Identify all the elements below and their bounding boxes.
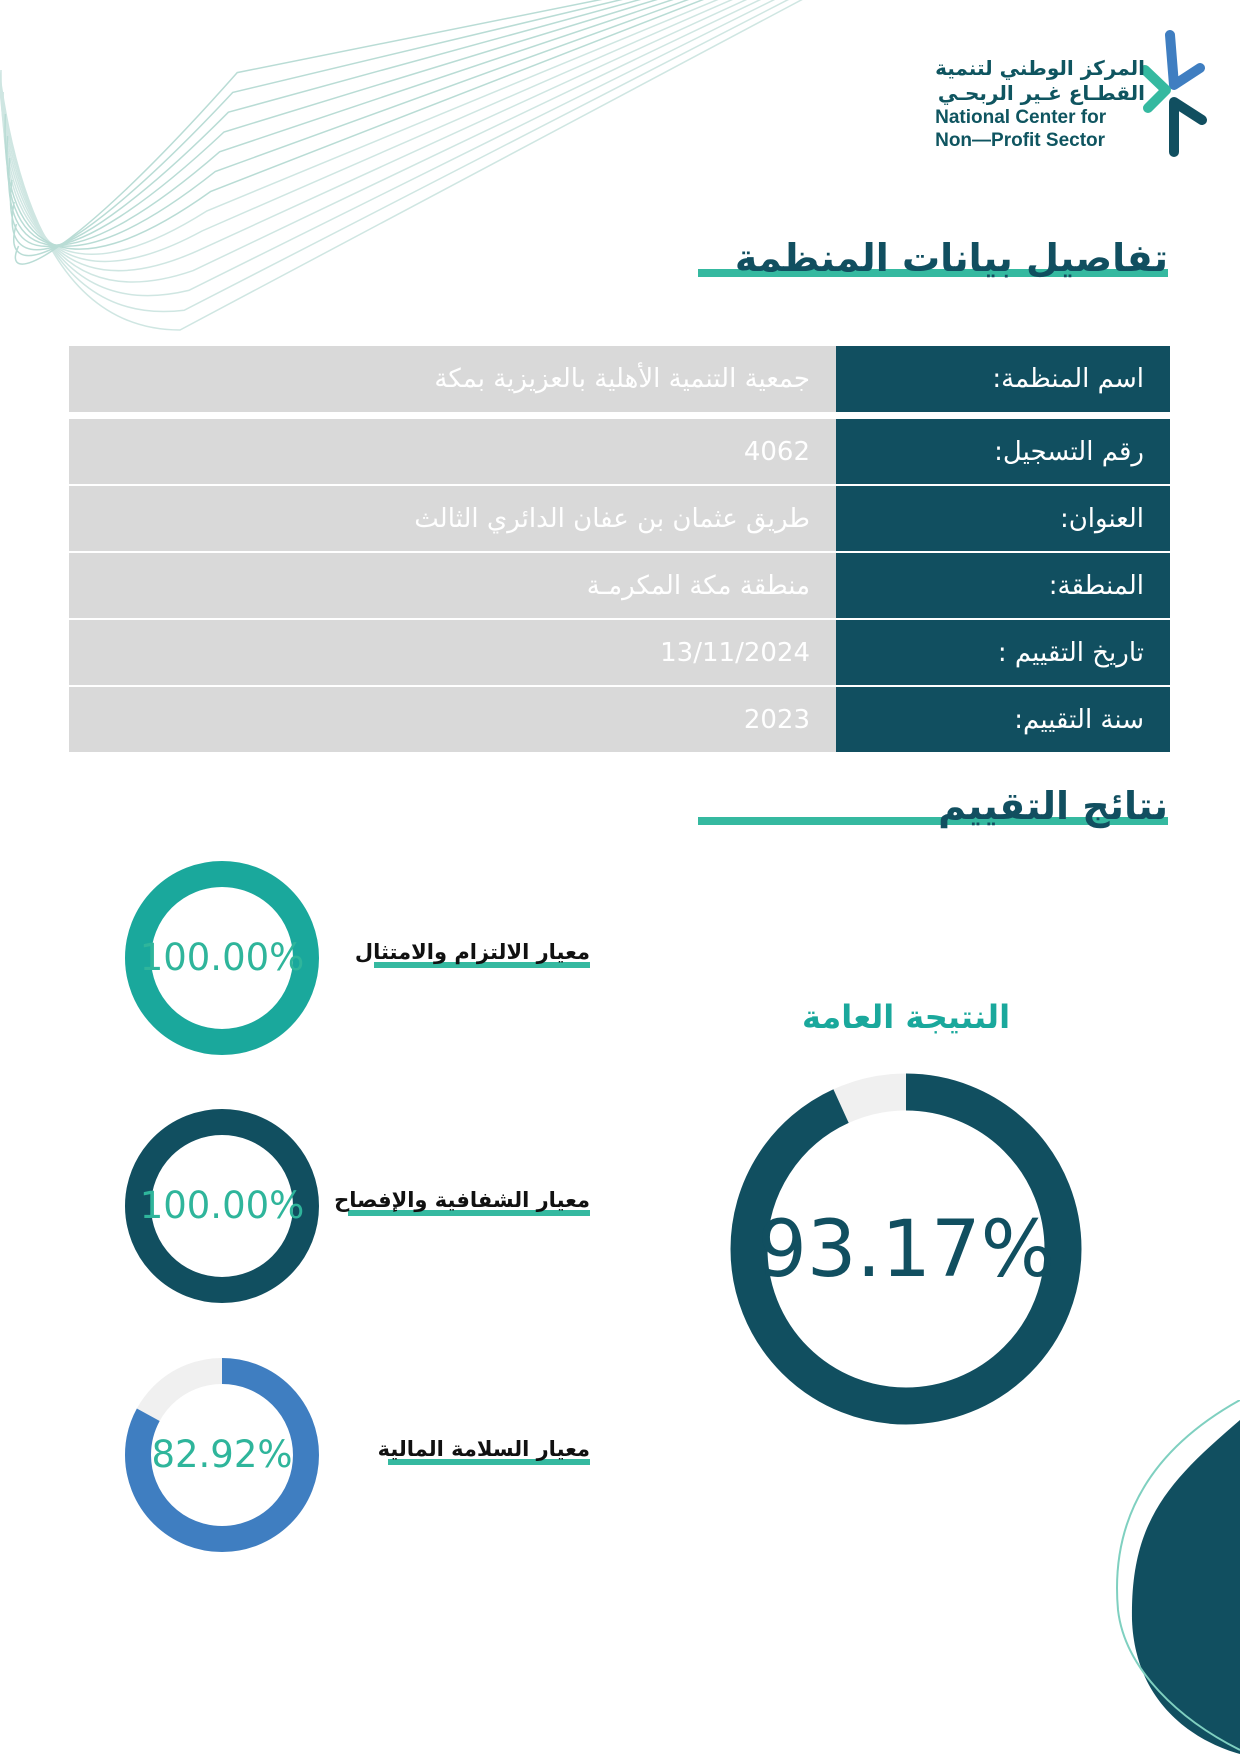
decorative-line <box>14 0 603 265</box>
row-label: المنطقة: <box>836 553 1170 618</box>
table-row: سنة التقييم: 2023 <box>69 687 1170 752</box>
logo: المركز الوطني لتنمية القطـاع غـير الربحـ… <box>935 56 1145 152</box>
row-value: منطقة مكة المكرمـة <box>69 553 836 618</box>
donut-value-arc <box>730 1073 1082 1425</box>
criterion-name: معيار السلامة المالية <box>377 1437 590 1461</box>
table-row: اسم المنظمة: جمعية التنمية الأهلية بالعزي… <box>69 346 1170 412</box>
row-value: 13/11/2024 <box>69 620 836 685</box>
decorative-line <box>2 0 719 255</box>
decorative-corner-shape <box>1116 1400 1240 1754</box>
table-row: العنوان: طريق عثمان بن عفان الدائري الثال… <box>69 486 1170 551</box>
logo-ar-line2: القطـاع غـير الربحـي <box>937 81 1145 105</box>
criterion-underline <box>348 1210 590 1216</box>
decorative-lines <box>0 0 803 331</box>
criterion-donut <box>125 1109 319 1303</box>
criterion-underline <box>388 1459 590 1465</box>
criterion-percent: 100.00% <box>139 936 305 979</box>
criterion-underline <box>374 962 590 968</box>
overall-label: النتيجة العامة <box>801 998 1011 1036</box>
results-title-underline <box>698 817 1168 825</box>
donut-value-arc <box>125 861 319 1055</box>
logo-ar-line1: المركز الوطني لتنمية <box>935 56 1145 80</box>
decorative-line <box>4 0 705 250</box>
logo-mark-icon <box>1140 30 1207 157</box>
row-label: رقم التسجيل: <box>836 414 1170 484</box>
row-label: اسم المنظمة: <box>836 346 1170 412</box>
results-title: نتائج التقييم <box>938 784 1168 828</box>
criterion-donut <box>125 861 319 1055</box>
donut-value-arc <box>125 1109 319 1303</box>
row-value: طريق عثمان بن عفان الدائري الثالث <box>69 486 836 551</box>
criterion-donut <box>125 1358 319 1552</box>
row-label: تاريخ التقييم : <box>836 620 1170 685</box>
title-underline <box>698 269 1168 277</box>
decorative-line <box>0 0 748 272</box>
logo-en-line2: Non—Profit Sector <box>935 130 1106 151</box>
row-label: العنوان: <box>836 486 1170 551</box>
donut-value-arc <box>125 1358 319 1552</box>
criterion-percent: 100.00% <box>139 1184 305 1227</box>
table-row: تاريخ التقييم :13/11/2024 <box>69 620 1170 685</box>
table-row: المنطقة: منطقة مكة المكرمـة <box>69 553 1170 618</box>
overall-percent: 93.17% <box>757 1205 1055 1295</box>
criterion-percent: 82.92% <box>151 1433 293 1476</box>
table-row: رقم التسجيل: 4062 <box>69 414 1170 484</box>
details-title: تفاصيل بيانات المنظمة <box>734 236 1168 280</box>
details-table: اسم المنظمة: جمعية التنمية الأهلية بالعزي… <box>69 344 1170 754</box>
row-label: سنة التقييم: <box>836 687 1170 752</box>
overall-donut <box>730 1073 1082 1425</box>
logo-en-line1: National Center for <box>935 107 1107 128</box>
criterion-name: معيار الالتزام والامتثال <box>354 940 590 964</box>
row-value: 2023 <box>69 687 836 752</box>
decorative-line <box>0 0 733 263</box>
row-value: 4062 <box>69 414 836 484</box>
criterion-name: معيار الشفافية والإفصاح <box>334 1188 590 1212</box>
row-value: جمعية التنمية الأهلية بالعزيزية بمكة <box>69 346 836 412</box>
